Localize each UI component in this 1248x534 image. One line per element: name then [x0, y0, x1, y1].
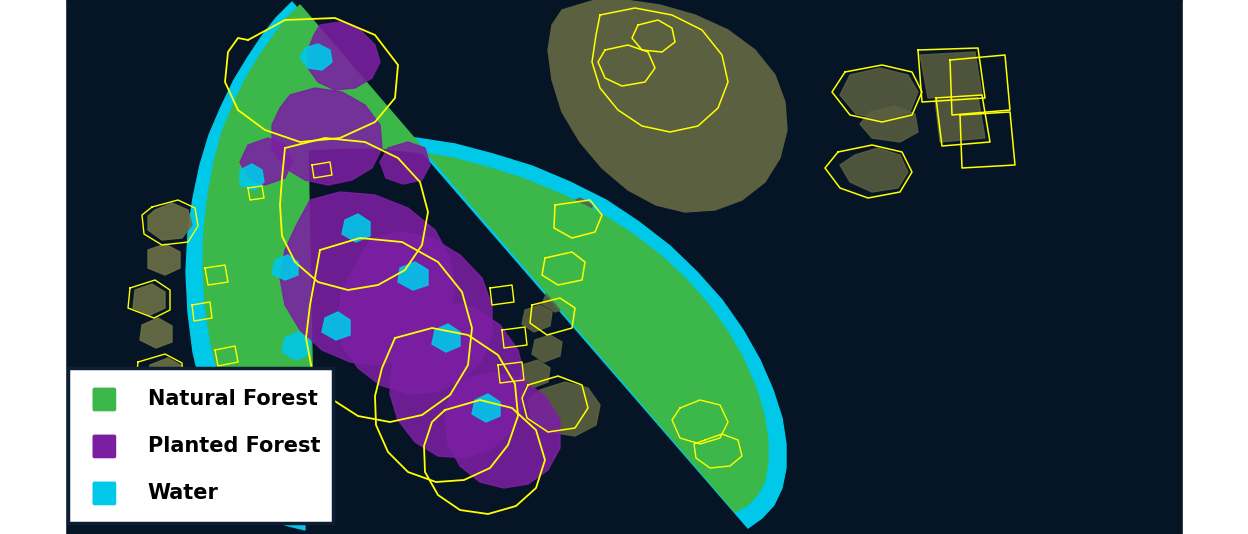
Polygon shape — [149, 244, 180, 275]
Polygon shape — [522, 305, 552, 332]
Polygon shape — [563, 198, 592, 225]
Polygon shape — [140, 318, 172, 348]
Polygon shape — [300, 44, 332, 70]
Polygon shape — [132, 394, 170, 424]
FancyBboxPatch shape — [92, 482, 116, 505]
Polygon shape — [520, 360, 550, 388]
Polygon shape — [563, 247, 592, 274]
Polygon shape — [552, 225, 578, 250]
Polygon shape — [446, 372, 560, 488]
Polygon shape — [134, 284, 165, 315]
Polygon shape — [542, 285, 572, 312]
Polygon shape — [272, 88, 382, 185]
Polygon shape — [432, 324, 461, 352]
Polygon shape — [840, 68, 919, 120]
Polygon shape — [379, 142, 431, 184]
Polygon shape — [840, 148, 909, 192]
FancyBboxPatch shape — [67, 368, 333, 523]
Polygon shape — [338, 232, 492, 394]
Polygon shape — [322, 312, 349, 340]
Polygon shape — [532, 335, 562, 362]
FancyBboxPatch shape — [92, 388, 116, 411]
Polygon shape — [389, 302, 525, 458]
Polygon shape — [860, 106, 919, 142]
Polygon shape — [186, 2, 786, 530]
FancyBboxPatch shape — [92, 435, 116, 458]
Polygon shape — [535, 255, 565, 282]
Polygon shape — [694, 434, 743, 468]
Polygon shape — [935, 97, 985, 142]
Polygon shape — [203, 5, 768, 512]
Polygon shape — [149, 203, 192, 240]
Polygon shape — [472, 394, 500, 422]
Text: Water: Water — [147, 483, 218, 504]
Polygon shape — [280, 192, 456, 365]
Polygon shape — [342, 214, 369, 242]
Text: Planted Forest: Planted Forest — [147, 436, 319, 457]
Polygon shape — [671, 400, 728, 444]
Polygon shape — [272, 255, 298, 280]
Polygon shape — [528, 382, 600, 436]
Polygon shape — [308, 22, 379, 90]
Bar — [0, 0, 65, 534]
Polygon shape — [240, 138, 292, 185]
Polygon shape — [240, 164, 265, 190]
Text: Natural Forest: Natural Forest — [147, 389, 317, 410]
Polygon shape — [548, 0, 787, 212]
Bar — [65, 0, 1183, 534]
Polygon shape — [398, 262, 428, 290]
Bar — [1183, 0, 1248, 534]
Polygon shape — [920, 52, 982, 98]
Polygon shape — [149, 358, 182, 388]
Polygon shape — [282, 332, 310, 360]
